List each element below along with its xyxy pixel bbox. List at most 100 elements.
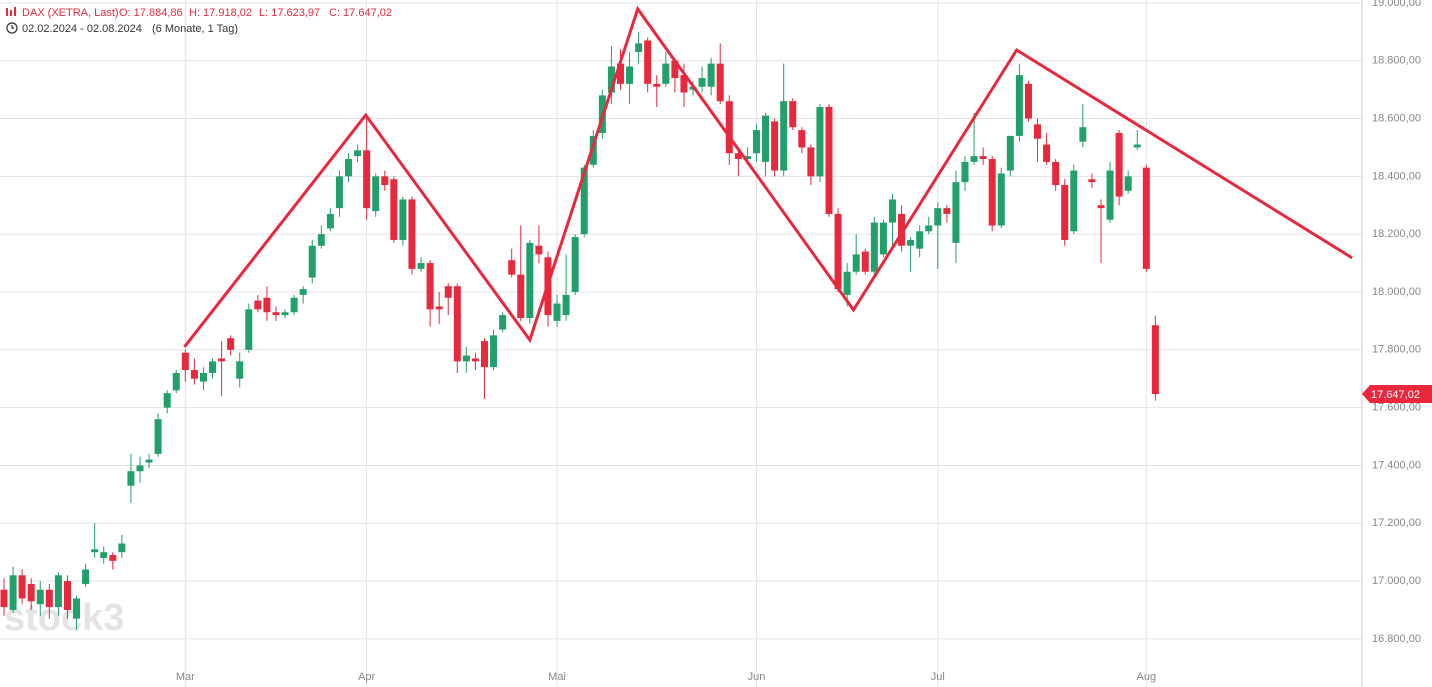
candle-body: [199, 372, 207, 382]
candle-body: [861, 251, 869, 272]
candle-body: [245, 309, 253, 350]
candle-body: [1088, 179, 1096, 183]
candle-body: [354, 150, 362, 157]
candle-body: [272, 312, 280, 316]
candle-body: [725, 101, 733, 154]
candle-body: [771, 121, 779, 171]
candle-body: [716, 63, 724, 102]
candle-body: [925, 225, 933, 232]
candle-body: [308, 245, 316, 278]
candle-body: [0, 589, 8, 608]
candle-body: [526, 242, 534, 319]
candle-body: [907, 239, 915, 246]
candle-body: [181, 352, 189, 371]
candle-body: [961, 161, 969, 183]
candle-body: [227, 338, 235, 350]
candle-body: [145, 459, 153, 463]
candle-body: [662, 63, 670, 84]
candle-body: [988, 159, 996, 226]
candle-body: [471, 358, 479, 362]
candle-body: [852, 254, 860, 272]
header-icons: [6, 7, 18, 34]
y-tick-label: 18.000,00: [1372, 286, 1421, 298]
x-tick-label: Mai: [548, 671, 566, 683]
candle-body: [997, 173, 1005, 226]
candle-body: [1133, 144, 1141, 148]
candle-body: [127, 471, 135, 486]
candle-body: [1124, 176, 1132, 191]
candle-body: [517, 274, 525, 319]
ohlc-label: O: 17.884,86: [119, 7, 183, 19]
candle-body: [172, 372, 180, 391]
candle-body: [698, 78, 706, 87]
candle-body: [580, 167, 588, 235]
candle-body: [109, 555, 117, 561]
ohlc-label: L: 17.623,97: [259, 7, 320, 19]
candle-body: [934, 208, 942, 226]
candle-body: [254, 300, 262, 310]
candle-body: [707, 63, 715, 87]
candle-body: [236, 361, 244, 379]
candle-body: [780, 101, 788, 171]
candle-body: [680, 75, 688, 93]
candle-body: [480, 341, 488, 368]
background-layer: stock3: [0, 0, 1362, 687]
candle-body: [1052, 161, 1060, 186]
clock-hands: [11, 25, 14, 29]
candle-body: [9, 575, 17, 610]
x-tick-label: Jul: [931, 671, 945, 683]
candle-body: [834, 213, 842, 290]
icon-bar: [6, 8, 8, 16]
candle-body: [970, 156, 978, 162]
candle-body: [345, 159, 353, 177]
candle-body: [154, 419, 162, 454]
ohlc-label: C: 17.647,02: [329, 7, 392, 19]
candle-body: [490, 335, 498, 368]
candle-body: [453, 286, 461, 362]
y-tick-label: 17.800,00: [1372, 344, 1421, 356]
y-tick-label: 19.000,00: [1372, 0, 1421, 9]
chart-title: DAX (XETRA, Last): [22, 7, 119, 19]
y-tick-label: 17.400,00: [1372, 459, 1421, 471]
candle-body: [218, 358, 226, 362]
candle-body: [1115, 132, 1123, 197]
candle-body: [1151, 325, 1159, 395]
candle-body: [1142, 167, 1150, 269]
candle-body: [562, 294, 570, 316]
candle-body: [390, 179, 398, 240]
candle-body: [616, 63, 624, 84]
candle-body: [589, 135, 597, 165]
candle-body: [417, 263, 425, 269]
candle-body: [18, 575, 26, 599]
candle-body: [553, 303, 561, 321]
candle-body: [163, 393, 171, 408]
candle-body: [82, 569, 90, 584]
candle-body: [979, 156, 987, 160]
candle-body: [1015, 75, 1023, 136]
candle-body: [762, 115, 770, 162]
candle-body: [263, 297, 271, 313]
clock-icon: [6, 22, 18, 34]
chart-subtitle: 02.02.2024 - 02.08.2024: [22, 23, 142, 35]
candle-body: [1024, 83, 1032, 119]
y-tick-label: 18.800,00: [1372, 55, 1421, 67]
y-tick-label: 17.200,00: [1372, 517, 1421, 529]
y-tick-label: 17.000,00: [1372, 575, 1421, 587]
candle-body: [798, 130, 806, 148]
candle-body: [73, 598, 81, 619]
candle-body: [27, 583, 35, 602]
candle-body: [789, 101, 797, 128]
icon-bar: [14, 7, 16, 16]
candle-body: [426, 263, 434, 310]
candle-body: [1061, 185, 1069, 240]
x-tick-label: Mar: [176, 671, 195, 683]
candle-body: [118, 543, 126, 553]
candle-body: [1079, 127, 1087, 142]
candle-body: [825, 106, 833, 214]
y-tick-label: 16.800,00: [1372, 633, 1421, 645]
candle-body: [879, 222, 887, 255]
candle-body: [1006, 135, 1014, 171]
y-tick-label: 18.400,00: [1372, 170, 1421, 182]
x-tick-label: Jun: [748, 671, 766, 683]
